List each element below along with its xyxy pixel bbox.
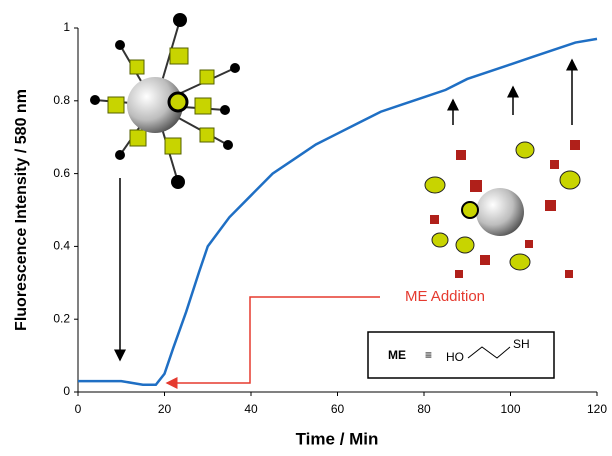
y-tick-label: 0.6 [53,166,70,180]
x-tick-label: 80 [417,402,431,416]
y-tick-label: 0.2 [53,311,70,325]
annotation: ME Addition [405,288,485,305]
illustration-right [425,140,580,278]
x-axis-title: Time / Min [296,429,379,448]
y-tick-label: 0.4 [53,239,70,253]
x-tick-label: 60 [331,402,345,416]
chart: 0 0.2 0.4 0.6 0.8 1 0 20 40 60 80 100 120 ME Additio… [0,0,612,456]
y-tick-label: 1 [63,20,70,34]
x-tick-label: 20 [158,402,172,416]
annotation: HO [446,350,464,364]
illustration-left [90,13,240,189]
y-tick-label: 0.8 [53,93,70,107]
annotation: ≡ [425,348,432,362]
x-tick-label: 0 [75,402,82,416]
annotation: SH [513,337,530,351]
y-axis-title: Fluorescence Intensity / 580 nm [13,89,30,331]
annotation: ME [388,348,406,362]
x-tick-label: 120 [587,402,607,416]
x-tick-label: 100 [500,402,520,416]
x-tick-label: 40 [244,402,258,416]
y-tick-label: 0 [63,384,70,398]
